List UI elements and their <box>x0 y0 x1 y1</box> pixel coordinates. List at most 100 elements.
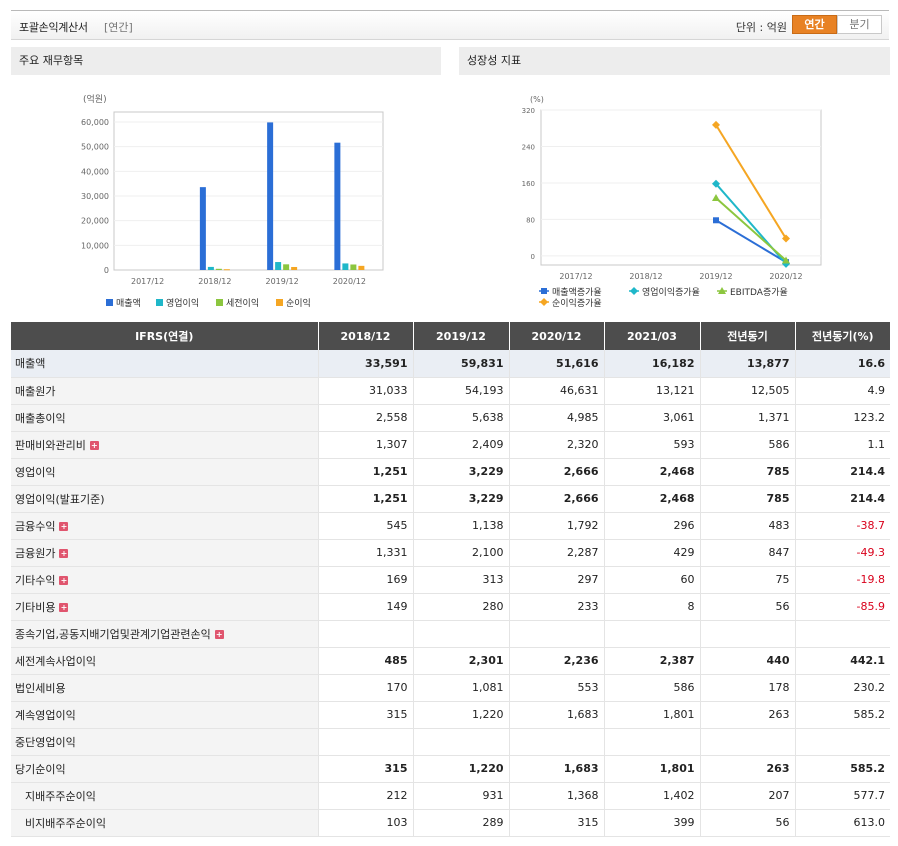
value-cell: 230.2 <box>795 674 890 701</box>
value-cell: 178 <box>700 674 795 701</box>
value-cell: 315 <box>509 809 604 836</box>
bar <box>216 269 222 270</box>
value-cell: 2,100 <box>413 539 509 566</box>
value-cell: 1,371 <box>700 404 795 431</box>
value-cell: 207 <box>700 782 795 809</box>
row-label-cell: 법인세비용 <box>11 674 318 701</box>
period-toggle: 연간 분기 <box>792 15 882 34</box>
row-label-cell: 금융원가 + <box>11 539 318 566</box>
value-cell: 16,182 <box>604 350 700 377</box>
value-cell: 13,121 <box>604 377 700 404</box>
value-cell <box>509 728 604 755</box>
legend-swatch <box>216 299 223 306</box>
quarter-toggle-button[interactable]: 분기 <box>837 15 882 34</box>
expand-icon[interactable]: + <box>59 576 68 585</box>
bar <box>267 122 273 270</box>
row-label: 매출총이익 <box>15 412 66 425</box>
value-cell: 931 <box>413 782 509 809</box>
expand-icon[interactable]: + <box>59 603 68 612</box>
value-cell: -49.3 <box>795 539 890 566</box>
table-row: 금융원가 +1,331 2,100 2,287 429 847 -49.3 <box>11 539 890 566</box>
value-cell: 280 <box>413 593 509 620</box>
value-cell: 2,558 <box>318 404 413 431</box>
value-cell: 847 <box>700 539 795 566</box>
value-cell: -19.8 <box>795 566 890 593</box>
table-row: 법인세비용 170 1,081 553 586 178 230.2 <box>11 674 890 701</box>
y-tick-label: 30,000 <box>81 192 109 201</box>
legend-label: 세전이익 <box>226 297 259 309</box>
row-label: 종속기업,공동지배기업및관계기업관련손익 <box>15 628 211 641</box>
value-cell: 313 <box>413 566 509 593</box>
value-cell <box>509 620 604 647</box>
row-label-cell: 중단영업이익 <box>11 728 318 755</box>
value-cell: 1,220 <box>413 701 509 728</box>
bar <box>342 263 348 270</box>
value-cell: 60 <box>604 566 700 593</box>
value-cell: 315 <box>318 701 413 728</box>
value-cell: 2,387 <box>604 647 700 674</box>
legend-swatch <box>156 299 163 306</box>
value-cell: 429 <box>604 539 700 566</box>
value-cell: 169 <box>318 566 413 593</box>
legend-label: 순이익 <box>286 297 311 309</box>
plot-area <box>541 110 821 265</box>
value-cell: 5,638 <box>413 404 509 431</box>
expand-icon[interactable]: + <box>59 549 68 558</box>
expand-icon[interactable]: + <box>215 630 224 639</box>
y-tick-label: 160 <box>522 180 535 188</box>
value-cell: -38.7 <box>795 512 890 539</box>
row-label-cell: 당기순이익 <box>11 755 318 782</box>
value-cell: 1,792 <box>509 512 604 539</box>
value-cell: -85.9 <box>795 593 890 620</box>
expand-icon[interactable]: + <box>90 441 99 450</box>
row-label: 중단영업이익 <box>15 736 76 749</box>
y-tick-label: 20,000 <box>81 217 109 226</box>
value-cell: 1,081 <box>413 674 509 701</box>
expand-icon[interactable]: + <box>59 522 68 531</box>
value-cell: 214.4 <box>795 458 890 485</box>
data-point <box>630 287 638 295</box>
value-cell: 1,683 <box>509 701 604 728</box>
unit-label: 단위 : 억원 <box>736 19 787 35</box>
value-cell: 442.1 <box>795 647 890 674</box>
table-row: 기타비용 +149 280 233 8 56 -85.9 <box>11 593 890 620</box>
growth-title: 성장성 지표 <box>459 47 890 75</box>
row-label: 지배주주순이익 <box>25 790 96 803</box>
value-cell <box>318 620 413 647</box>
value-cell: 59,831 <box>413 350 509 377</box>
table-row: 중단영업이익 <box>11 728 890 755</box>
bar <box>350 264 356 270</box>
value-cell: 483 <box>700 512 795 539</box>
y-tick-label: 80 <box>526 216 535 224</box>
value-cell: 212 <box>318 782 413 809</box>
row-label-cell: 기타비용 + <box>11 593 318 620</box>
annual-toggle-button[interactable]: 연간 <box>792 15 837 34</box>
value-cell: 593 <box>604 431 700 458</box>
value-cell: 785 <box>700 458 795 485</box>
value-cell <box>413 728 509 755</box>
value-cell: 399 <box>604 809 700 836</box>
value-cell: 2,666 <box>509 485 604 512</box>
value-cell <box>413 620 509 647</box>
row-label: 세전계속사업이익 <box>15 655 96 668</box>
row-label-cell: 영업이익 <box>11 458 318 485</box>
table-row: 지배주주순이익 212 931 1,368 1,402 207 577.7 <box>11 782 890 809</box>
x-tick-label: 2018/12 <box>629 272 662 281</box>
table-row: 매출총이익 2,558 5,638 4,985 3,061 1,371 123.2 <box>11 404 890 431</box>
bar <box>358 266 364 270</box>
x-tick-label: 2019/12 <box>699 272 732 281</box>
value-cell: 1,138 <box>413 512 509 539</box>
header-label-cell: IFRS(연결) <box>11 322 318 350</box>
header-period-cell: 2021/03 <box>604 322 700 350</box>
row-label-cell: 매출액 <box>11 350 318 377</box>
value-cell: 149 <box>318 593 413 620</box>
value-cell: 263 <box>700 755 795 782</box>
value-cell: 51,616 <box>509 350 604 377</box>
value-cell: 31,033 <box>318 377 413 404</box>
legend-label: 영업이익 <box>166 297 199 309</box>
table-row: 기타수익 +169 313 297 60 75 -19.8 <box>11 566 890 593</box>
value-cell: 1.1 <box>795 431 890 458</box>
x-tick-label: 2020/12 <box>333 277 366 286</box>
y-tick-label: 10,000 <box>81 241 109 250</box>
y-tick-label: 0 <box>104 266 109 275</box>
